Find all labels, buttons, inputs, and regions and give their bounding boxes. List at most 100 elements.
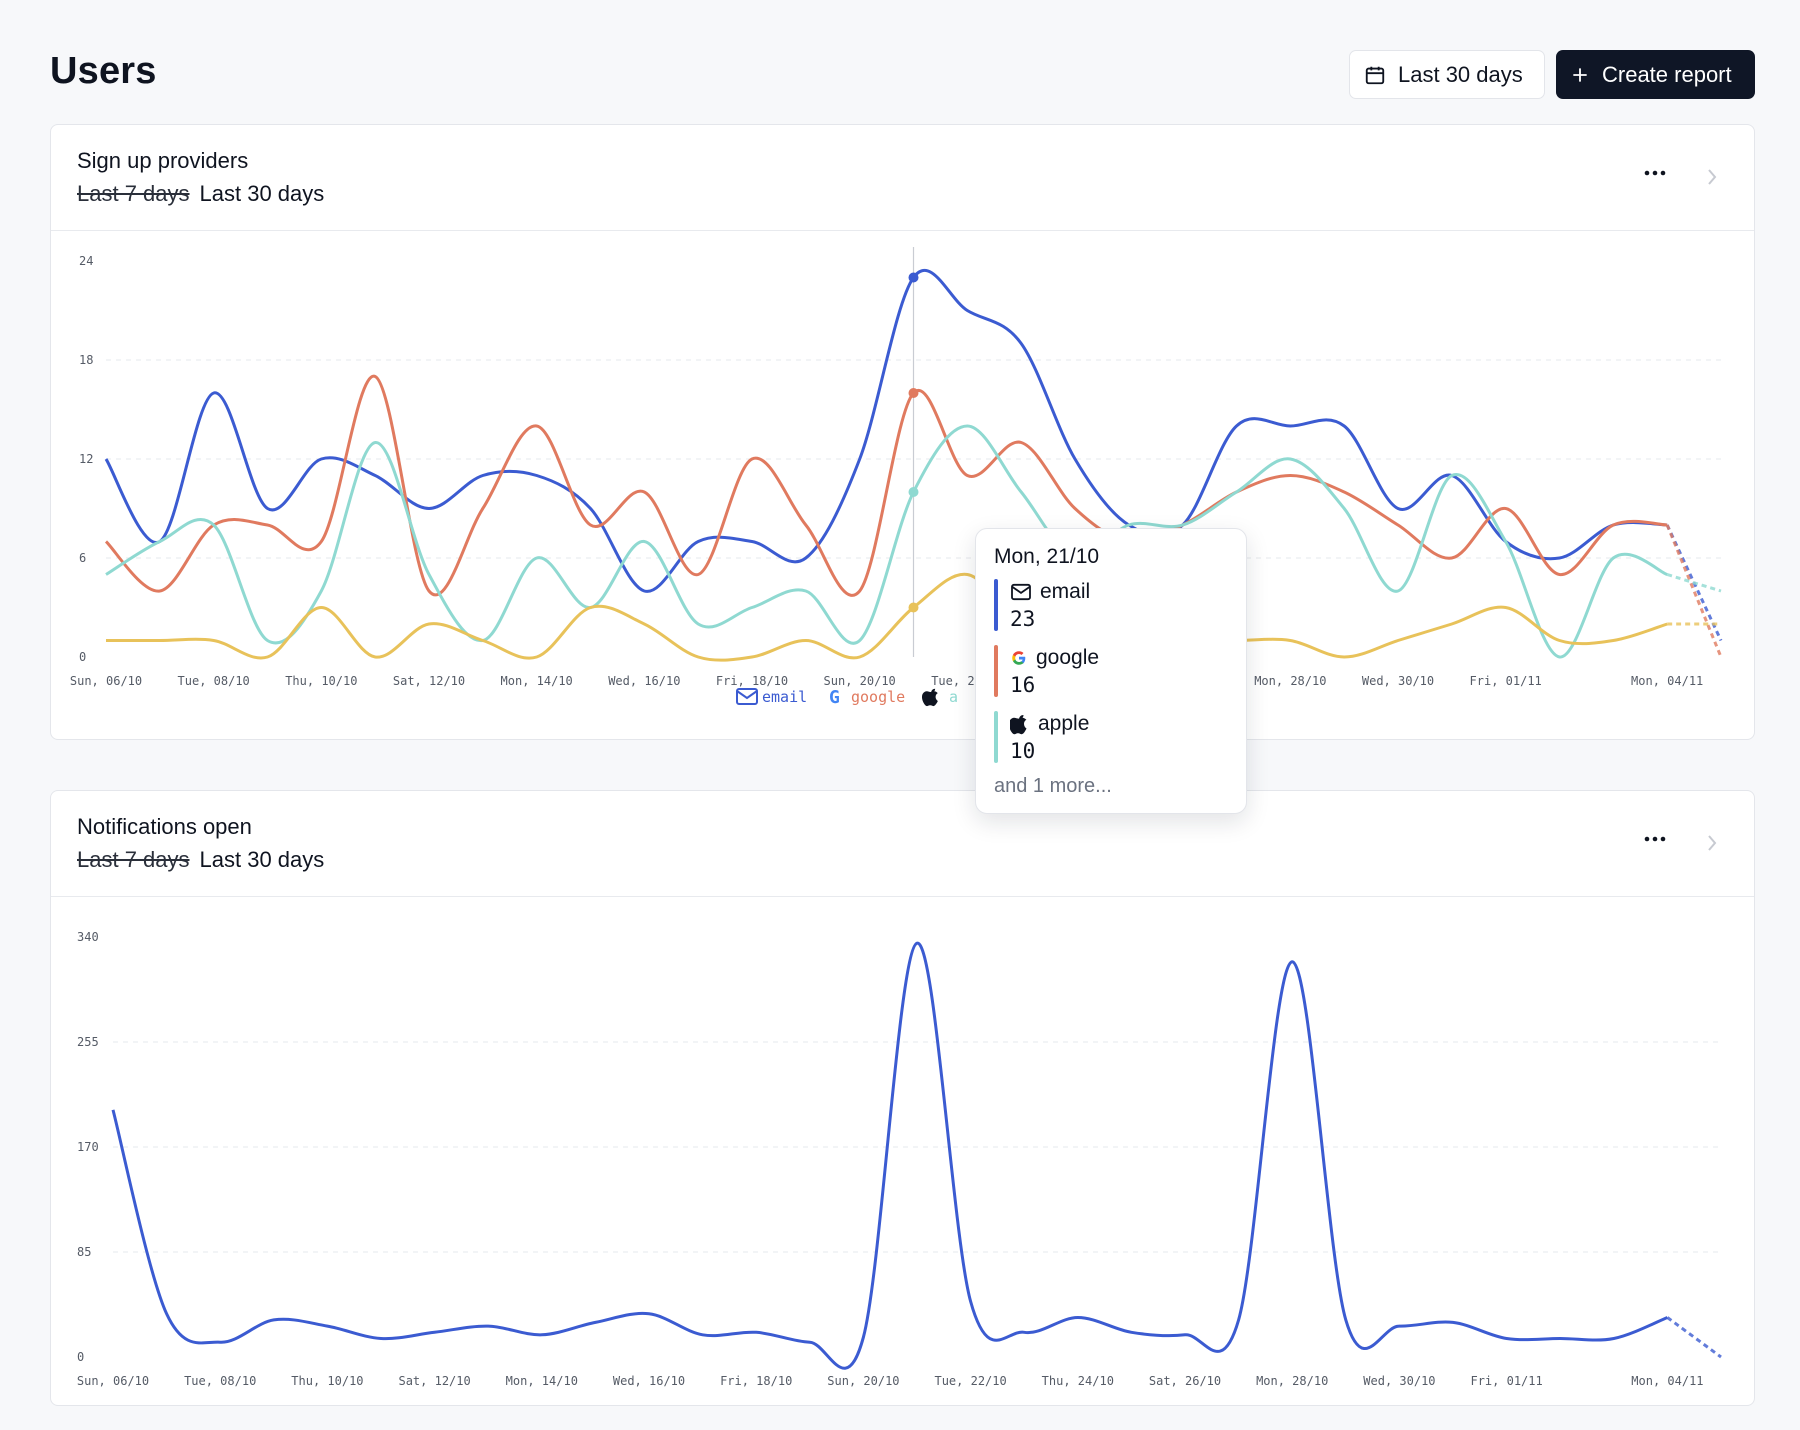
x-tick-label: Fri, 01/11 bbox=[1470, 1374, 1542, 1388]
card-title: Notifications open bbox=[77, 814, 252, 839]
x-tick-label: Fri, 01/11 bbox=[1470, 674, 1542, 688]
notifications-open-card: Notifications open Last 7 days Last 30 da… bbox=[50, 790, 1755, 1406]
x-tick-label: Tue, 22/10 bbox=[934, 1374, 1006, 1388]
series-line-projection bbox=[1666, 573, 1722, 593]
plus-icon bbox=[1573, 67, 1587, 82]
card-subtitle: Last 7 days Last 30 days bbox=[77, 181, 324, 207]
chart-tooltip: Mon, 21/10 email 23 google 16 apple 10 a… bbox=[975, 528, 1247, 814]
y-tick-label: 255 bbox=[77, 1035, 99, 1049]
google-icon: G bbox=[829, 687, 840, 708]
y-tick-label: 0 bbox=[77, 1350, 84, 1364]
series-value: 16 bbox=[1010, 673, 1036, 697]
series-name: google bbox=[1036, 646, 1100, 669]
previous-range: Last 7 days bbox=[77, 181, 190, 206]
x-tick-label: Mon, 28/10 bbox=[1256, 1374, 1328, 1388]
tooltip-row-apple: apple 10 bbox=[994, 711, 1228, 763]
x-tick-label: Fri, 18/10 bbox=[716, 674, 788, 688]
x-tick-label: Sat, 26/10 bbox=[1149, 1374, 1221, 1388]
calendar-icon bbox=[1365, 66, 1385, 84]
series-color-bar bbox=[994, 645, 998, 697]
y-tick-label: 170 bbox=[77, 1140, 99, 1154]
series-line-google bbox=[104, 374, 1668, 597]
y-tick-label: 12 bbox=[79, 452, 93, 466]
legend-label-email: email bbox=[762, 688, 807, 706]
series-line-other bbox=[105, 572, 1668, 662]
x-tick-label: Thu, 24/10 bbox=[1042, 1374, 1114, 1388]
x-tick-label: Mon, 04/11 bbox=[1631, 674, 1703, 688]
x-tick-label: Sat, 12/10 bbox=[393, 674, 465, 688]
legend-label-apple: a bbox=[949, 688, 958, 706]
x-tick-label: Sun, 20/10 bbox=[824, 674, 896, 688]
series-color-bar bbox=[994, 579, 998, 631]
x-tick-label: Sun, 06/10 bbox=[70, 674, 142, 688]
x-tick-label: Fri, 18/10 bbox=[720, 1374, 792, 1388]
tooltip-row-email: email 23 bbox=[994, 579, 1228, 631]
series-line-email bbox=[104, 268, 1668, 593]
more-options-icon[interactable] bbox=[1644, 169, 1666, 177]
series-value: 10 bbox=[1010, 739, 1036, 763]
notifications-chart-area: 0 85 170 255 340 Sun, 06/10 Tue, 08/10 Thu, 10/… bbox=[51, 897, 1754, 1404]
x-tick-label: Wed, 16/10 bbox=[613, 1374, 685, 1388]
hover-point-google bbox=[908, 388, 919, 398]
mail-icon bbox=[736, 688, 758, 705]
y-tick-label: 6 bbox=[79, 551, 86, 565]
tooltip-row-google: google 16 bbox=[994, 645, 1228, 697]
hover-point-email bbox=[908, 272, 919, 283]
card-header: Notifications open Last 7 days Last 30 da… bbox=[51, 791, 1754, 897]
y-tick-label: 85 bbox=[77, 1245, 91, 1259]
y-tick-label: 0 bbox=[79, 650, 86, 664]
x-tick-label: Mon, 28/10 bbox=[1254, 674, 1326, 688]
y-tick-label: 24 bbox=[79, 254, 93, 268]
hover-point-apple bbox=[908, 487, 919, 497]
card-subtitle: Last 7 days Last 30 days bbox=[77, 847, 324, 873]
create-report-label: Create report bbox=[1602, 61, 1732, 87]
date-range-label: Last 30 days bbox=[1398, 61, 1523, 87]
x-tick-label: Wed, 30/10 bbox=[1362, 674, 1434, 688]
x-tick-label: Sat, 12/10 bbox=[398, 1374, 470, 1388]
series-line-apple bbox=[105, 424, 1668, 659]
page-title: Users bbox=[50, 50, 157, 92]
card-title: Sign up providers bbox=[77, 148, 249, 173]
x-tick-label: Mon, 04/11 bbox=[1631, 1374, 1703, 1388]
x-tick-label: Tue, 08/10 bbox=[184, 1374, 256, 1388]
legend-label-google: google bbox=[851, 688, 905, 706]
signup-chart-area: 0 6 12 18 24 Sun, 06/10 Tue, 08/10 Thu, 10/10 Sa… bbox=[51, 231, 1754, 738]
series-line-projection bbox=[1666, 1316, 1722, 1359]
chevron-right-icon[interactable] bbox=[1706, 833, 1718, 853]
series-value: 23 bbox=[1010, 607, 1036, 631]
series-name: apple bbox=[1038, 712, 1090, 735]
x-tick-label: Wed, 30/10 bbox=[1363, 1374, 1435, 1388]
apple-icon bbox=[921, 688, 938, 707]
create-report-button[interactable]: Create report bbox=[1556, 50, 1755, 99]
google-icon bbox=[1012, 651, 1026, 665]
current-range: Last 30 days bbox=[199, 181, 325, 206]
x-tick-label: Sun, 20/10 bbox=[827, 1374, 899, 1388]
series-line-projection bbox=[1665, 524, 1723, 658]
signup-providers-chart: 0 6 12 18 24 Sun, 06/10 Tue, 08/10 Thu, 10/10 Sa… bbox=[70, 247, 1723, 708]
series-line-notifications bbox=[111, 941, 1668, 1370]
tooltip-more: and 1 more... bbox=[994, 775, 1112, 797]
card-header: Sign up providers Last 7 days Last 30 day… bbox=[51, 125, 1754, 231]
y-tick-label: 340 bbox=[77, 930, 99, 944]
x-tick-label: Thu, 10/10 bbox=[291, 1374, 363, 1388]
notifications-open-chart: 0 85 170 255 340 Sun, 06/10 Tue, 08/10 Thu, 10/… bbox=[77, 930, 1723, 1388]
x-tick-label: Sun, 06/10 bbox=[77, 1374, 149, 1388]
x-tick-label: Mon, 14/10 bbox=[501, 674, 573, 688]
signup-providers-card: Sign up providers Last 7 days Last 30 day… bbox=[50, 124, 1755, 740]
date-range-button[interactable]: Last 30 days bbox=[1349, 50, 1545, 99]
chevron-right-icon[interactable] bbox=[1706, 167, 1718, 187]
y-tick-label: 18 bbox=[79, 353, 93, 367]
more-options-icon[interactable] bbox=[1644, 835, 1666, 843]
x-tick-label: Mon, 14/10 bbox=[506, 1374, 578, 1388]
apple-icon bbox=[1010, 715, 1027, 735]
hover-point-other bbox=[908, 602, 919, 613]
series-color-bar bbox=[994, 711, 998, 763]
x-tick-label: Thu, 10/10 bbox=[285, 674, 357, 688]
series-name: email bbox=[1040, 580, 1091, 603]
previous-range: Last 7 days bbox=[77, 847, 190, 872]
x-tick-label: Wed, 16/10 bbox=[608, 674, 680, 688]
current-range: Last 30 days bbox=[199, 847, 325, 872]
tooltip-date: Mon, 21/10 bbox=[994, 545, 1100, 568]
mail-icon bbox=[1011, 583, 1031, 601]
